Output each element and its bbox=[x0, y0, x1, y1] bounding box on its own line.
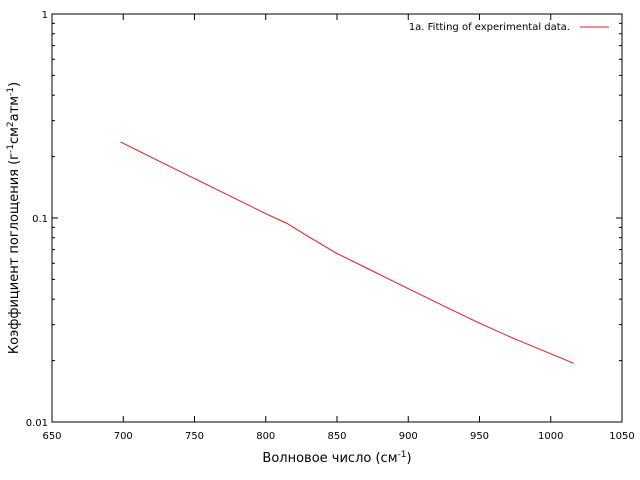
y-axis-title-part: 2 bbox=[6, 121, 16, 127]
y-axis-title-part: Коэффициент поглощения (г bbox=[7, 153, 22, 354]
x-tick-label: 1050 bbox=[609, 431, 634, 442]
x-tick-label: 1000 bbox=[538, 431, 563, 442]
y-axis-title-part: см bbox=[7, 127, 22, 144]
y-axis-title-part: -1 bbox=[6, 144, 16, 153]
x-tick-label: 950 bbox=[470, 431, 489, 442]
y-tick-label: 1 bbox=[42, 10, 48, 21]
y-tick-label: 0.01 bbox=[26, 418, 48, 429]
x-tick-label: 800 bbox=[256, 431, 275, 442]
axis-ticks bbox=[51, 13, 623, 423]
x-tick-label: 650 bbox=[42, 431, 61, 442]
series-line bbox=[120, 141, 574, 364]
y-axis-title: Коэффициент поглощения (г-1см2атм-1) bbox=[6, 82, 22, 354]
y-tick-label: 0.1 bbox=[32, 214, 48, 225]
legend: 1a. Fitting of experimental data. bbox=[409, 22, 609, 33]
x-tick-label: 700 bbox=[114, 431, 133, 442]
series-layer bbox=[120, 141, 574, 364]
x-tick-label: 850 bbox=[327, 431, 346, 442]
y-axis-title-part: -1 bbox=[6, 87, 16, 96]
y-axis-title-part: ) bbox=[7, 82, 22, 87]
x-tick-labels: 650 700 750 800 850 900 950 1000 1050 bbox=[42, 431, 634, 442]
legend-label: 1a. Fitting of experimental data. bbox=[409, 22, 570, 33]
x-tick-label: 750 bbox=[185, 431, 204, 442]
y-tick-labels: 0.01 0.1 1 bbox=[26, 10, 48, 429]
y-axis-title-part: атм bbox=[7, 96, 22, 121]
x-axis-title: Волновое число (см-1) bbox=[262, 450, 411, 466]
x-tick-label: 900 bbox=[399, 431, 418, 442]
plot-frame bbox=[51, 13, 623, 423]
